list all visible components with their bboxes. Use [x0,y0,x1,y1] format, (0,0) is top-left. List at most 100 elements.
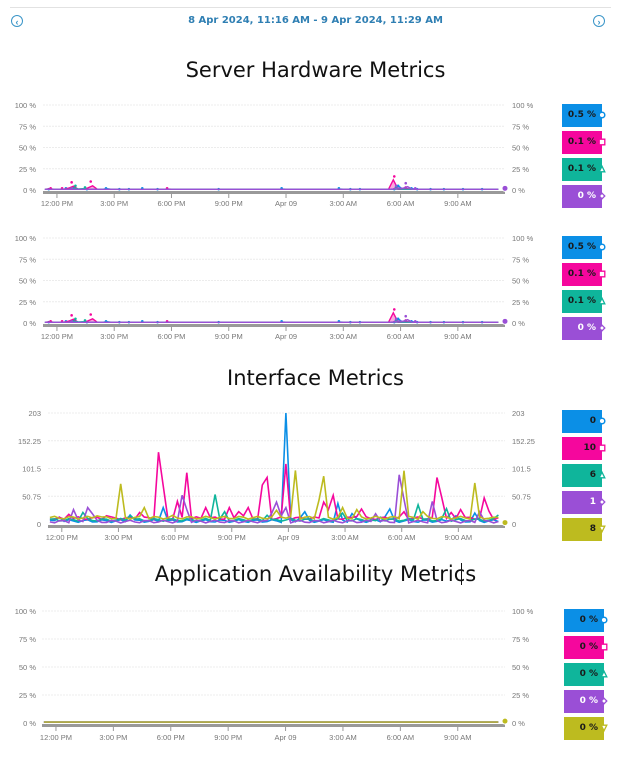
circle-marker-icon [598,243,606,251]
y-tick-label-left: 203 [28,409,41,418]
x-tick-label: 12:00 PM [41,332,73,341]
data-point [70,320,73,323]
x-axis [43,324,505,327]
data-point [413,187,417,190]
x-axis [43,191,505,194]
legend-item-3[interactable]: 0.1 % [562,158,606,181]
legend-item-4[interactable]: 0 % [562,317,606,340]
x-tick-label: 9:00 PM [218,533,246,542]
legend-value: 0.1 % [567,137,596,147]
circle-marker-icon [598,417,606,425]
x-tick-label: 9:00 AM [444,332,472,341]
y-tick-label-left: 0 % [23,719,36,728]
y-tick-label-left: 75 % [19,255,36,264]
x-tick-label: 6:00 PM [161,533,189,542]
x-tick-label: 3:00 PM [99,733,127,742]
legend-item-4[interactable]: 1 [562,491,606,514]
y-tick-label-left: 25 % [19,691,36,700]
square-marker-icon [600,643,608,651]
legend-item-1[interactable]: 0 [562,410,606,433]
y-tick-label-left: 100 % [15,607,37,616]
end-marker [501,717,509,725]
y-tick-label-right: 50 % [512,663,529,672]
legend-application-availability: 0 % 0 % 0 % 0 % 0 % [564,609,608,744]
legend-item-2[interactable]: 10 [562,437,606,460]
legend-value: 0 % [579,696,598,706]
legend-value: 6 [589,470,596,480]
section-title-application-availability: Application Availability Metrics [154,562,477,586]
legend-item-3[interactable]: 0 % [564,663,608,686]
diamond-marker-icon [598,324,606,332]
x-tick-label: 6:00 AM [388,533,416,542]
series-line-3 [49,494,499,523]
y-tick-label-left: 50.75 [22,492,41,501]
legend-value: 10 [583,443,596,453]
legend-item-1[interactable]: 0.5 % [562,236,606,259]
legend-item-5[interactable]: 0 % [564,717,608,740]
x-tick-label: 3:00 AM [330,332,358,341]
series-line-2 [44,178,499,190]
x-tick-label: 3:00 PM [100,332,128,341]
data-point [404,314,408,318]
y-tick-label-right: 100 % [512,234,534,243]
legend-item-1[interactable]: 0 % [564,609,608,632]
legend-value: 0 % [577,323,596,333]
data-point [392,308,396,311]
x-tick-label: 12:00 PM [46,533,78,542]
end-marker [501,519,509,527]
triangle-marker-icon [598,165,606,173]
legend-item-3[interactable]: 0.1 % [562,290,606,313]
x-axis [48,525,505,528]
x-tick-label: 3:00 AM [330,199,358,208]
chevron-right-circle-icon: › [597,17,601,27]
data-point [70,187,73,190]
x-tick-label: 6:00 PM [158,332,186,341]
y-tick-label-right: 75 % [512,255,529,264]
legend-item-4[interactable]: 0 % [564,690,608,713]
data-point [70,181,73,184]
y-tick-label-right: 0 % [512,319,525,328]
prev-period-button[interactable]: ‹ [11,15,23,27]
legend-item-2[interactable]: 0.1 % [562,131,606,154]
legend-value: 0 % [579,615,598,625]
x-tick-label: 9:00 PM [214,733,242,742]
legend-value: 0.1 % [567,269,596,279]
x-tick-label: Apr 09 [277,533,299,542]
x-tick-label: 9:00 AM [444,733,472,742]
series-line-4 [44,318,499,324]
triangle-marker-icon [598,471,606,479]
legend-item-1[interactable]: 0.5 % [562,104,606,127]
y-tick-label-left: 75 % [19,122,36,131]
y-tick-label-right: 25 % [512,298,529,307]
legend-value: 0.5 % [567,242,596,252]
legend-item-2[interactable]: 0.1 % [562,263,606,286]
y-tick-label-left: 0 % [23,319,36,328]
y-tick-label-right: 152.25 [512,437,535,446]
next-period-button[interactable]: › [593,15,605,27]
x-tick-label: 3:00 PM [104,533,132,542]
data-point [394,317,398,321]
server-hardware-chart-2: 100 % 100 % 75 % 75 % 50 % 50 % 25 % 25 % 0 % 0 %… [15,234,534,341]
legend-item-4[interactable]: 0 % [562,185,606,208]
legend-value: 0.1 % [567,296,596,306]
y-tick-label-right: 75 % [512,635,529,644]
x-tick-label: 9:00 AM [444,199,472,208]
legend-item-5[interactable]: 8 [562,518,606,541]
y-tick-label-left: 100 % [15,101,37,110]
end-marker [501,317,509,325]
legend-value: 1 [589,497,596,507]
application-availability-chart: 100 % 100 % 75 % 75 % 50 % 50 % 25 % 25 % 0 % 0 %… [15,607,534,742]
legend-value: 0 % [579,669,598,679]
y-tick-label-left: 75 % [19,635,36,644]
circle-marker-icon [598,111,606,119]
x-tick-label: 6:00 PM [158,199,186,208]
legend-item-3[interactable]: 6 [562,464,606,487]
chevron-left-circle-icon: ‹ [15,17,19,27]
x-tick-label: 6:00 AM [387,199,415,208]
data-point [74,184,77,188]
y-tick-label-right: 50 % [512,277,529,286]
y-tick-label-left: 25 % [19,298,36,307]
data-point [89,313,93,316]
legend-item-2[interactable]: 0 % [564,636,608,659]
y-tick-label-left: 50 % [19,663,36,672]
